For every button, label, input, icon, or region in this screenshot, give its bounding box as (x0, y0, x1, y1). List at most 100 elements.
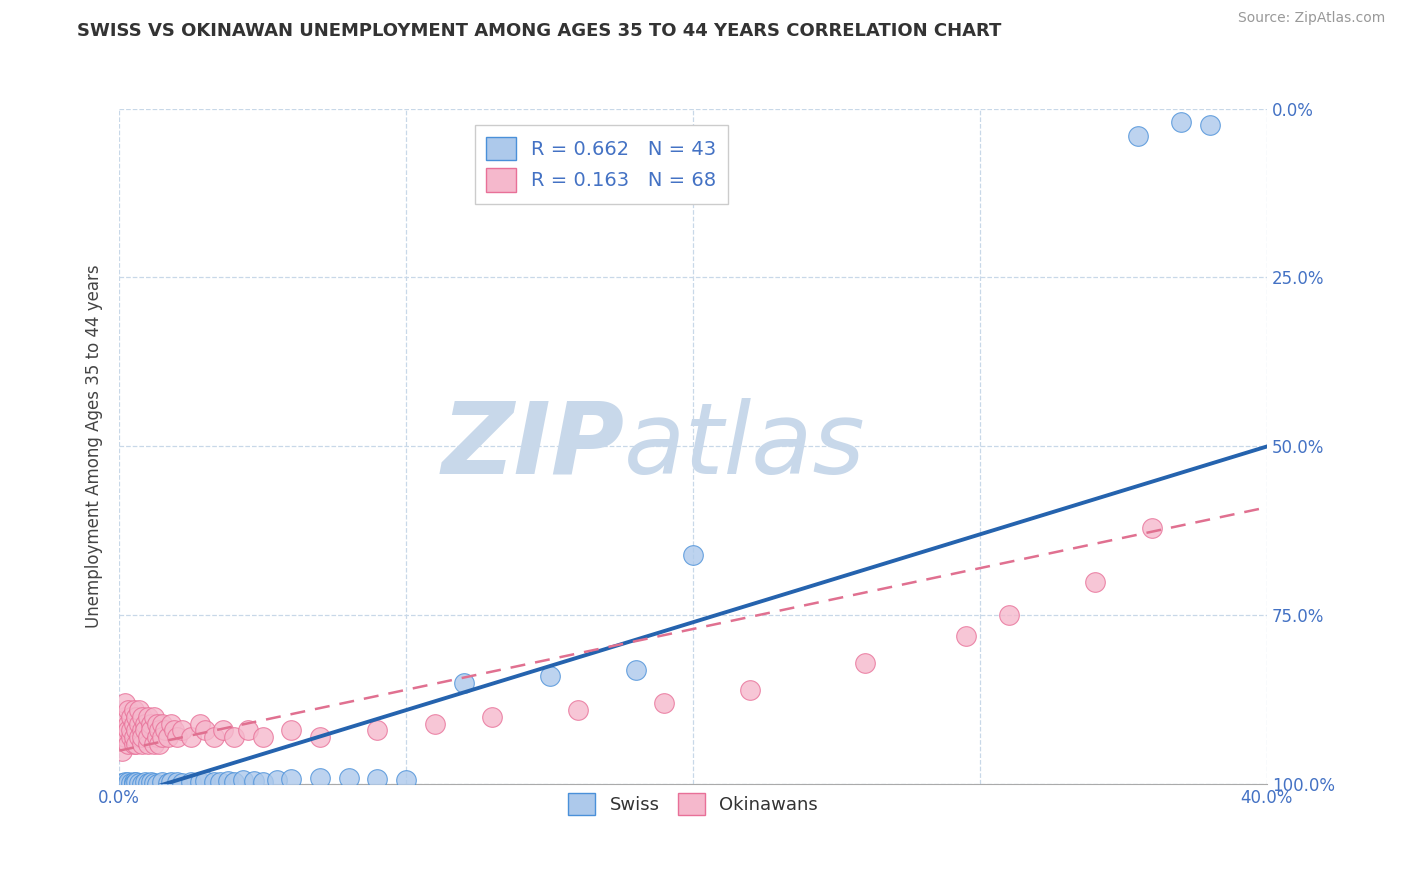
Point (125, 710, 148, 724)
Point (624, 663, 647, 677)
Point (134, 716, 156, 731)
Text: ZIP: ZIP (441, 398, 624, 495)
Point (1084, 574, 1107, 589)
Point (188, 775, 211, 789)
Point (142, 710, 165, 724)
Point (654, 696, 676, 710)
Point (111, 744, 134, 758)
Point (120, 710, 142, 724)
Point (139, 716, 162, 731)
Point (266, 772, 288, 787)
Point (125, 723, 148, 738)
Point (125, 737, 148, 751)
Point (238, 723, 260, 738)
Point (122, 730, 145, 744)
Text: Source: ZipAtlas.com: Source: ZipAtlas.com (1237, 12, 1385, 25)
Point (117, 737, 139, 751)
Point (114, 730, 136, 744)
Point (997, 608, 1019, 623)
Point (117, 703, 139, 717)
Point (128, 716, 150, 731)
Point (150, 775, 173, 789)
Text: SWISS VS OKINAWAN UNEMPLOYMENT AMONG AGES 35 TO 44 YEARS CORRELATION CHART: SWISS VS OKINAWAN UNEMPLOYMENT AMONG AGE… (77, 22, 1001, 40)
Point (134, 723, 156, 738)
Point (142, 737, 165, 751)
Point (120, 730, 142, 744)
Point (280, 723, 302, 738)
Point (125, 774, 148, 789)
Point (145, 777, 167, 791)
Point (740, 682, 762, 697)
Point (122, 777, 145, 791)
Point (122, 703, 145, 717)
Point (131, 730, 153, 744)
Point (160, 716, 183, 731)
Point (217, 774, 239, 789)
Point (166, 730, 188, 744)
Point (194, 774, 217, 789)
Point (180, 774, 202, 789)
Point (122, 716, 145, 731)
Point (157, 776, 180, 790)
Point (148, 723, 170, 738)
Point (153, 723, 176, 738)
Point (120, 723, 142, 738)
Point (128, 703, 150, 717)
Point (481, 710, 503, 724)
Point (682, 548, 704, 562)
Point (280, 772, 302, 786)
Point (128, 776, 150, 790)
Point (1140, 520, 1163, 534)
Point (117, 723, 139, 738)
Point (222, 774, 245, 789)
Point (202, 774, 225, 789)
Point (222, 730, 245, 744)
Point (145, 716, 167, 731)
Point (366, 723, 388, 738)
Point (128, 730, 150, 744)
Point (252, 775, 274, 789)
Point (252, 730, 274, 744)
Point (1198, 119, 1220, 133)
Point (309, 730, 332, 744)
Point (122, 737, 145, 751)
Point (337, 771, 360, 785)
Point (211, 723, 233, 738)
Point (395, 772, 418, 787)
Point (423, 716, 446, 731)
Point (309, 771, 332, 785)
Point (117, 774, 139, 789)
Point (139, 774, 162, 789)
Point (157, 730, 180, 744)
Point (136, 710, 159, 724)
Point (114, 710, 136, 724)
Point (111, 723, 134, 738)
Point (148, 737, 170, 751)
Legend: Swiss, Okinawans: Swiss, Okinawans (561, 786, 825, 822)
Point (172, 776, 194, 790)
Point (172, 723, 194, 738)
Point (163, 723, 186, 738)
Point (202, 730, 225, 744)
Y-axis label: Unemployment Among Ages 35 to 44 years: Unemployment Among Ages 35 to 44 years (86, 265, 103, 628)
Point (453, 676, 475, 690)
Point (180, 730, 202, 744)
Point (538, 669, 561, 683)
Point (122, 775, 145, 789)
Text: atlas: atlas (624, 398, 866, 495)
Point (114, 775, 136, 789)
Point (150, 716, 173, 731)
Point (955, 629, 977, 643)
Point (111, 776, 134, 790)
Point (145, 730, 167, 744)
Point (194, 723, 217, 738)
Point (131, 710, 153, 724)
Point (136, 730, 159, 744)
Point (232, 773, 254, 788)
Point (131, 737, 153, 751)
Point (366, 772, 388, 786)
Point (208, 775, 231, 789)
Point (120, 776, 142, 790)
Point (160, 774, 183, 789)
Point (131, 777, 153, 791)
